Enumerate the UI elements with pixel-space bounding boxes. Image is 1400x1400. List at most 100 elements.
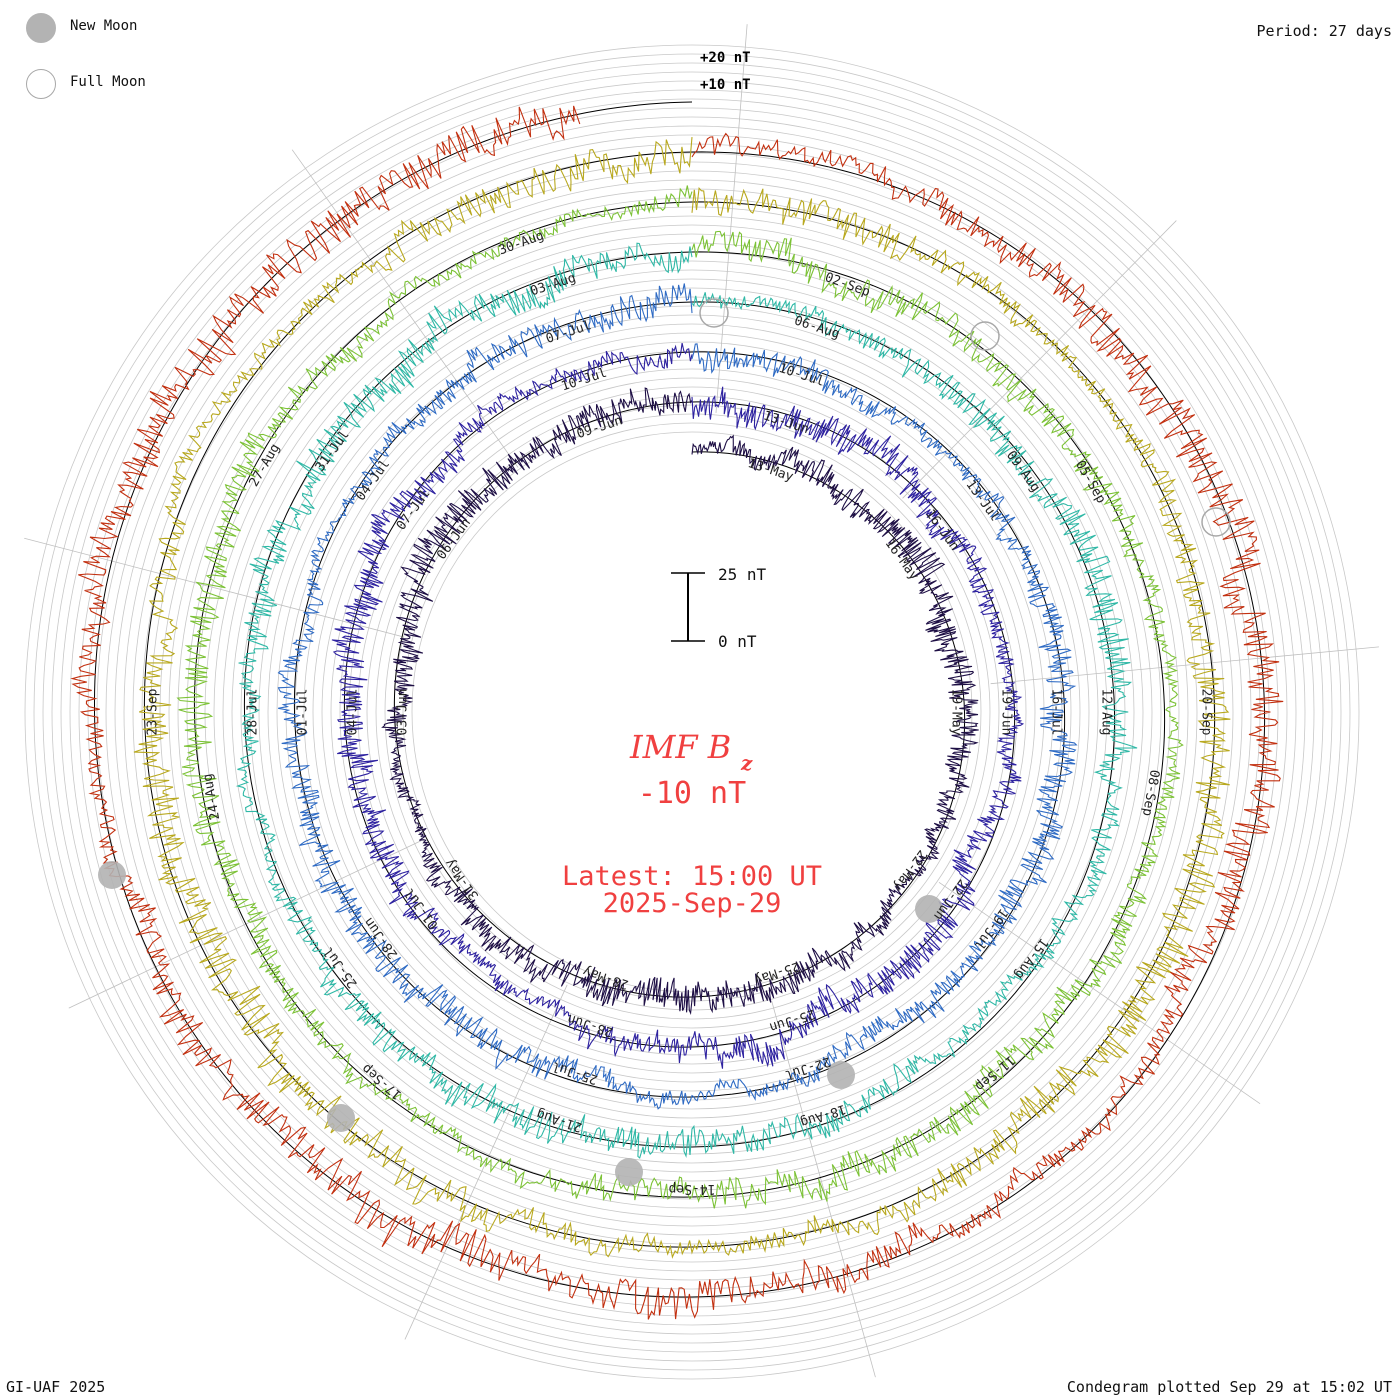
scale-bar-top-label: 25 nT [718, 565, 767, 584]
legend-full-moon-label: Full Moon [70, 74, 146, 90]
grid-ring [69, 89, 1315, 1335]
grid-ring [42, 62, 1342, 1362]
grid-ring [357, 377, 1027, 1047]
date-label: 07-Jul [544, 318, 593, 347]
grid-ring [132, 152, 1252, 1272]
grid-ring [339, 359, 1045, 1065]
date-label: 17-Sep [359, 1060, 405, 1102]
new-moon-marker [915, 895, 943, 923]
ring-grid [24, 44, 1360, 1380]
new-moon-marker [327, 1104, 355, 1132]
date-label: 03-Jun [396, 689, 411, 736]
grid-ring [123, 143, 1261, 1281]
grid-ring [303, 323, 1081, 1101]
new-moon-marker [98, 861, 126, 889]
period-label: Period: 27 days [1256, 22, 1392, 40]
grid-ring [411, 431, 973, 993]
grid-ring [177, 197, 1207, 1227]
date-label: 24-Aug [200, 772, 223, 821]
zero-level-label: -10 nT [638, 776, 746, 811]
date-label: 01-Jul [296, 689, 311, 736]
sector-line [68, 840, 422, 1009]
new-moon-icon [26, 13, 56, 43]
date-label: 18-Aug [798, 1101, 847, 1130]
chart-title-main: IMF B [629, 728, 731, 766]
sector-lines [24, 24, 1379, 1378]
series-trace-rotation-3 [277, 283, 1078, 1110]
sector-line [771, 1001, 876, 1378]
series-trace-rotation-2 [331, 342, 1025, 1069]
series-trace-rotation-4 [235, 242, 1138, 1159]
full-moon-marker [970, 321, 1000, 351]
grid-ring [276, 296, 1108, 1128]
date-label: 20-Sep [1199, 689, 1214, 736]
sector-line [715, 24, 748, 413]
scale-bar: 25 nT 0 nT [671, 565, 767, 651]
grid-ring [348, 368, 1036, 1056]
date-label: 25-Jul [550, 1058, 599, 1087]
sector-line [902, 220, 1177, 499]
series-trace-rotation-1 [381, 387, 979, 1016]
grid-ring [105, 125, 1279, 1299]
series-traces [70, 105, 1284, 1320]
latest-date-label: 2025-Sep-29 [603, 888, 782, 919]
grid-ring [204, 224, 1180, 1200]
full-moon-icon [26, 69, 56, 99]
grid-ring [312, 332, 1072, 1092]
moon-markers [98, 298, 1231, 1186]
series-trace-rotation-5 [176, 185, 1184, 1209]
date-label: 06-Jun [434, 516, 474, 563]
ring-scale-label-10: +10 nT [700, 77, 751, 93]
scale-bar-bottom-label: 0 nT [718, 632, 757, 651]
date-label: 14-Sep [668, 1181, 715, 1196]
date-label: 19-May [949, 689, 964, 736]
date-label: 21-Aug [535, 1106, 584, 1135]
full-moon-marker [699, 298, 729, 328]
grid-ring [60, 80, 1324, 1344]
grid-ring [33, 53, 1351, 1371]
date-label: 05-Sep [1072, 458, 1109, 506]
grid-ring [51, 71, 1333, 1353]
grid-ring [330, 350, 1054, 1074]
series-trace-rotation-7 [70, 105, 1284, 1320]
baseline-spiral-rotation-7 [94, 101, 1266, 1298]
latest-time-label: Latest: 15:00 UT [562, 861, 822, 892]
date-label: 04-Jul [346, 689, 361, 736]
date-label: 02-Sep [823, 270, 872, 300]
sector-line [24, 537, 402, 637]
new-moon-marker [615, 1158, 643, 1186]
sector-line [990, 646, 1379, 685]
series-trace-rotation-6 [133, 137, 1231, 1259]
date-label: 19-Jun [999, 689, 1014, 736]
date-label: 25-Jun [767, 1006, 816, 1035]
grid-ring [87, 107, 1297, 1317]
legend-new-moon-label: New Moon [70, 18, 138, 34]
grid-ring [222, 242, 1162, 1182]
date-label: 08-Sep [1139, 768, 1162, 817]
grid-ring [249, 269, 1135, 1155]
grid-ring [375, 395, 1009, 1029]
date-label: 23-Sep [146, 688, 161, 735]
sector-line [291, 149, 519, 468]
grid-ring [240, 260, 1144, 1164]
date-label: 22-Jul [783, 1053, 832, 1082]
date-label: 12-Aug [1099, 689, 1114, 736]
date-label: 06-Aug [792, 313, 841, 342]
plotted-label: Condegram plotted Sep 29 at 15:02 UT [1066, 1378, 1392, 1396]
date-label: 28-Jul [246, 689, 261, 736]
sector-line [938, 881, 1261, 1104]
date-label: 16-Jul [1049, 689, 1064, 736]
date-label: 28-Jun [566, 1011, 615, 1040]
date-label: 13-Jun [761, 408, 810, 437]
credit-label: GI-UAF 2025 [6, 1378, 106, 1396]
full-moon-marker [1201, 507, 1231, 537]
chart-title-subscript: z [740, 751, 753, 775]
baseline-spiral-rotation-2 [343, 351, 1016, 1048]
grid-ring [24, 44, 1360, 1380]
grid-ring [168, 188, 1216, 1236]
grid-ring [78, 98, 1306, 1326]
grid-ring [195, 215, 1189, 1209]
ring-scale-label-20: +20 nT [700, 50, 751, 66]
baseline-spiral-rotation-6 [143, 151, 1216, 1248]
